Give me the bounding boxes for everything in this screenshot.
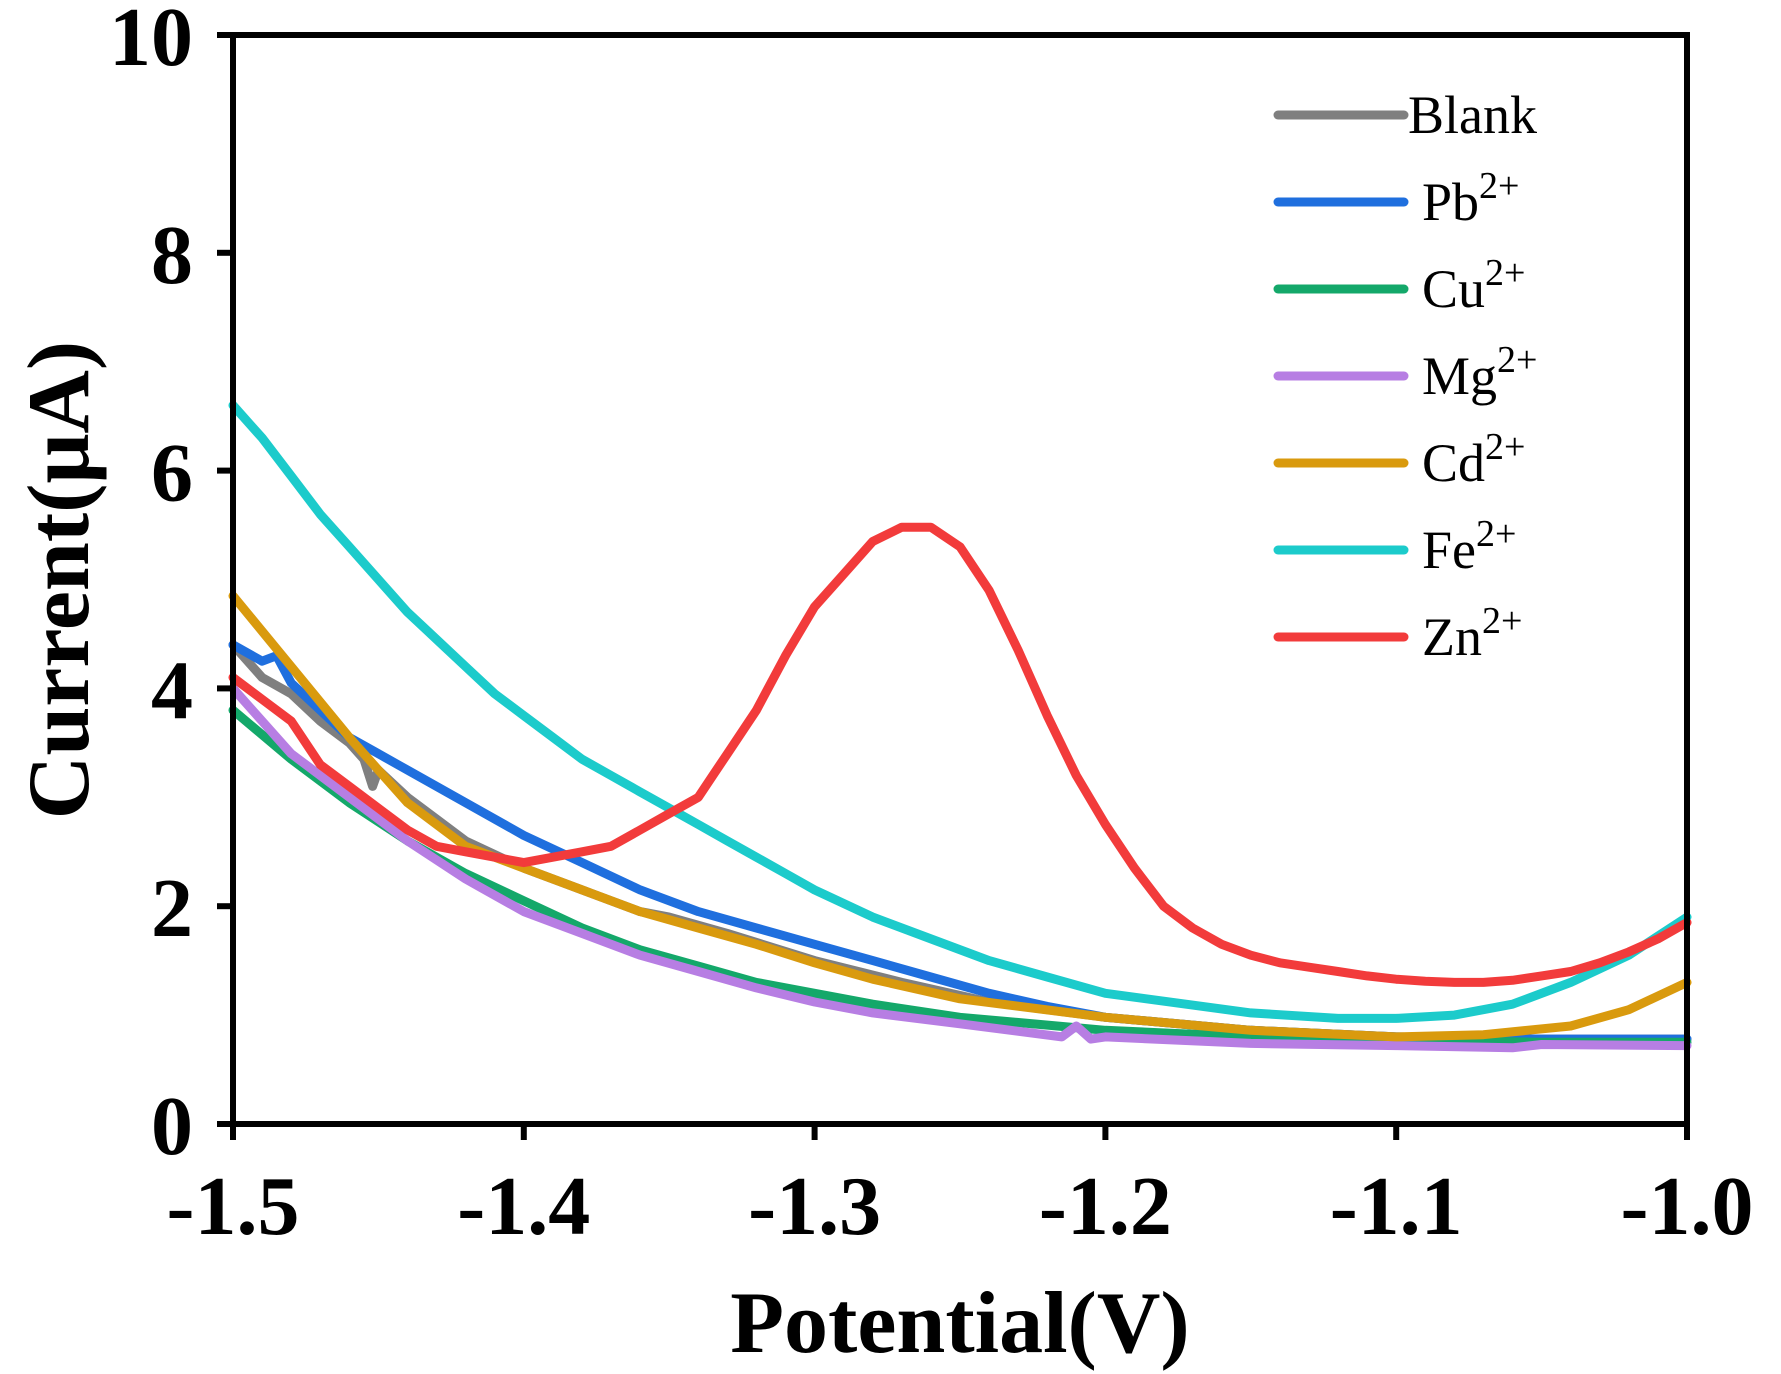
legend-label-cu: Cu2+ — [1422, 252, 1525, 319]
series-line-mg — [228, 683, 1692, 1053]
x-tick-label: -1.4 — [457, 1160, 590, 1253]
x-tick-label: -1.5 — [167, 1160, 300, 1253]
y-tick-label: 4 — [151, 644, 193, 737]
y-tick-label: 10 — [109, 0, 193, 84]
series-line-zn — [228, 522, 1692, 987]
plot-frame — [230, 32, 1690, 1127]
y-tick-label: 0 — [151, 1080, 193, 1173]
series-line-fe — [228, 400, 1692, 1023]
legend-label-zn: Zn2+ — [1422, 600, 1522, 667]
legend-label-cd: Cd2+ — [1422, 426, 1525, 493]
y-tick-label: 6 — [151, 427, 193, 520]
y-tick-label: 2 — [151, 862, 193, 955]
legend-label-fe: Fe2+ — [1422, 513, 1516, 580]
x-tick-label: -1.1 — [1330, 1160, 1463, 1253]
x-axis-title: Potential(V) — [730, 1275, 1189, 1372]
x-tick-label: -1.2 — [1039, 1160, 1172, 1253]
legend-label-blank: Blank — [1408, 85, 1537, 145]
legend: Blank Pb2+ Cu2+ Mg2+ Cd2+ Fe2+ Zn2+ — [1273, 85, 1537, 667]
y-axis-title: Current(μA) — [11, 341, 108, 819]
series-line-cd — [228, 591, 1692, 1042]
legend-label-pb: Pb2+ — [1422, 165, 1519, 232]
x-tick-label: -1.0 — [1621, 1160, 1754, 1253]
series-layer — [228, 400, 1692, 1053]
x-tick-label: -1.3 — [748, 1160, 881, 1253]
x-axis: -1.5 -1.4 -1.3 -1.2 -1.1 -1.0 — [167, 1124, 1754, 1253]
legend-label-mg: Mg2+ — [1422, 339, 1537, 406]
y-tick-label: 8 — [151, 209, 193, 302]
y-axis: 0 2 4 6 8 10 — [109, 0, 233, 1173]
